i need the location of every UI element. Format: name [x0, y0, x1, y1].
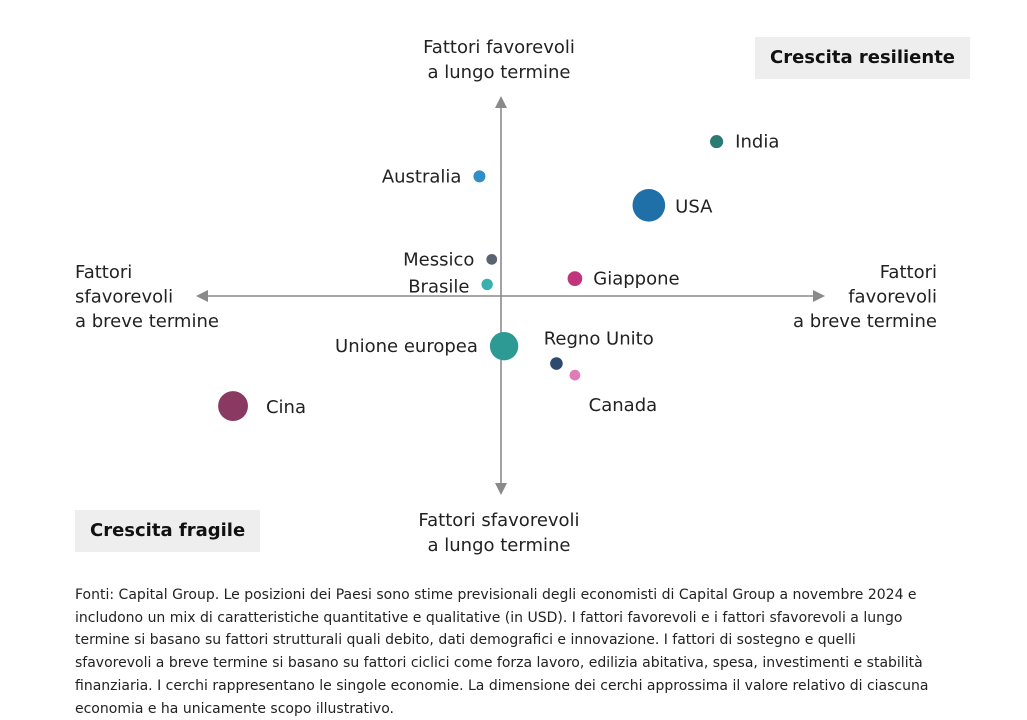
- bubble-points: [218, 135, 724, 421]
- source-footnote: Fonti: Capital Group. Le posizioni dei P…: [75, 587, 929, 717]
- bubble-label-messico: Messico: [403, 249, 474, 270]
- x-axis-right-label-line-2: favorevoli: [848, 287, 937, 308]
- x-axis-left-label-line-2: sfavorevoli: [75, 287, 173, 308]
- x-axis-right-label-line-3: a breve termine: [793, 311, 937, 332]
- bubble-usa: [632, 188, 666, 222]
- bubble-label-india: India: [735, 132, 779, 153]
- bubble-unione-europea: [489, 331, 519, 361]
- y-axis-arrow-down: [495, 483, 507, 495]
- bubble-canada: [569, 369, 581, 381]
- x-axis-left-label-line-1: Fattori: [75, 262, 132, 283]
- bubble-australia: [473, 170, 486, 183]
- bubble-label-australia: Australia: [382, 166, 462, 187]
- bubble-labels: India USA Australia Messico Brasile Giappone U…: [266, 132, 779, 418]
- y-axis-bottom-label-line-2: a lungo termine: [428, 535, 571, 556]
- bubble-label-canada: Canada: [589, 395, 658, 416]
- y-axis-bottom-label-line-1: Fattori sfavorevoli: [418, 510, 579, 531]
- y-axis-top-label-line-1: Fattori favorevoli: [423, 37, 575, 58]
- bubble-label-brasile: Brasile: [408, 276, 469, 297]
- quadrant-label-fragile: Crescita fragile: [75, 510, 261, 552]
- y-axis-arrow-up: [495, 96, 507, 108]
- bubble-brasile: [481, 278, 493, 291]
- bubble-label-usa: USA: [675, 196, 713, 217]
- x-axis-arrow-right: [813, 290, 825, 302]
- y-axis-top-label-line-2: a lungo termine: [428, 62, 571, 83]
- bubble-label-giappone: Giappone: [593, 269, 679, 290]
- axes: Fattori favorevoli a lungo termine Fattori…: [75, 37, 937, 556]
- bubble-label-regno-unito: Regno Unito: [544, 329, 654, 350]
- bubble-india: [710, 135, 724, 149]
- x-axis-right-label-line-1: Fattori: [880, 262, 937, 283]
- bubble-messico: [486, 253, 498, 265]
- bubble-label-cina: Cina: [266, 397, 306, 418]
- bubble-regno-unito: [550, 357, 563, 370]
- bubble-cina: [218, 391, 248, 421]
- quadrant-label-resilient: Crescita resiliente: [755, 37, 971, 79]
- x-axis-arrow-left: [196, 290, 208, 302]
- bubble-giappone: [567, 271, 583, 286]
- bubble-label-unione-europea: Unione europea: [335, 336, 478, 357]
- x-axis-left-label-line-3: a breve termine: [75, 311, 219, 332]
